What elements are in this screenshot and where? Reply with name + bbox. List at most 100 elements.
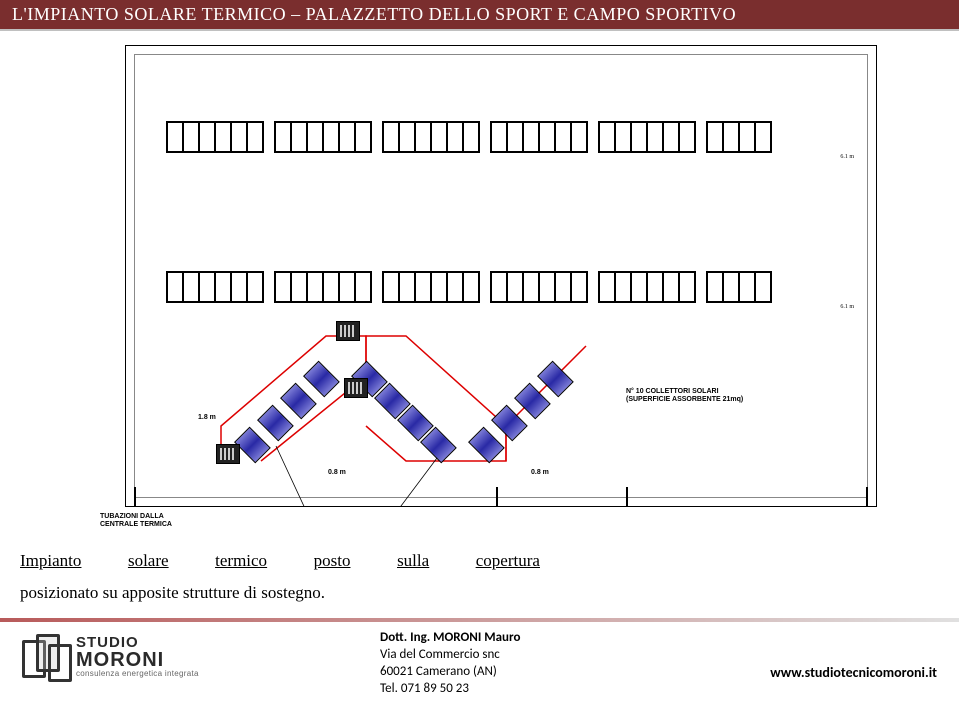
dim-mid1: 0.8 m [328, 469, 346, 477]
panel-cell [400, 123, 416, 151]
panel-cell [308, 273, 324, 301]
panel-cell [432, 273, 448, 301]
panel-cell [616, 273, 632, 301]
panel-cell [184, 273, 200, 301]
panel-group [274, 121, 372, 153]
panel-cell [292, 123, 308, 151]
panel-cell [248, 123, 262, 151]
panel-cell [540, 123, 556, 151]
panel-cell [324, 123, 340, 151]
caption: Impiantosolaretermicopostosullacopertura… [20, 545, 880, 610]
dim-label-bottom: 6.1 m [840, 304, 854, 310]
panel-cell [648, 123, 664, 151]
panel-cell [664, 123, 680, 151]
bottom-note: TUBAZIONI DALLA CENTRALE TERMICA [100, 513, 172, 528]
panel-cell [572, 273, 586, 301]
panel-cell [232, 123, 248, 151]
panel-cell [600, 273, 616, 301]
logo-mark [22, 634, 70, 678]
panel-group [382, 271, 480, 303]
footer-separator [0, 618, 959, 622]
panel-group [490, 121, 588, 153]
caption-line2: posizionato su apposite strutture di sos… [20, 577, 880, 609]
contact-tel: Tel. 071 89 50 23 [380, 681, 520, 698]
dim-label-top: 6.1 m [840, 154, 854, 160]
panel-cell [464, 273, 478, 301]
panel-cell [308, 123, 324, 151]
panel-row [166, 121, 772, 153]
panel-cell [340, 123, 356, 151]
panel-cell [556, 123, 572, 151]
caption-word: termico [215, 545, 267, 577]
panel-group [706, 271, 772, 303]
panel-cell [384, 123, 400, 151]
panel-cell [740, 123, 756, 151]
panel-cell [416, 123, 432, 151]
dim-left: 1.8 m [198, 414, 216, 422]
panel-group [166, 271, 264, 303]
panel-group [706, 121, 772, 153]
panel-cell [708, 273, 724, 301]
website: www.studiotecnicomoroni.it [770, 664, 937, 681]
panel-cell [492, 273, 508, 301]
panel-cell [384, 273, 400, 301]
panel-cell [292, 273, 308, 301]
panel-cell [184, 123, 200, 151]
logo-tagline: consulenza energetica integrata [76, 669, 199, 678]
caption-word: solare [128, 545, 169, 577]
connector-box [336, 321, 360, 341]
panel-group [274, 271, 372, 303]
technical-drawing: 6.1 m 6.1 m N° 10 COLLETTORI SOLARI (SUP… [125, 45, 877, 507]
caption-word: Impianto [20, 545, 81, 577]
caption-word: posto [314, 545, 351, 577]
panel-cell [740, 273, 756, 301]
panel-cell [756, 123, 770, 151]
logo-line2: MORONI [76, 651, 199, 669]
panel-cell [664, 273, 680, 301]
panel-cell [540, 273, 556, 301]
panel-cell [400, 273, 416, 301]
panel-group [382, 121, 480, 153]
panel-cell [756, 273, 770, 301]
panel-group [598, 271, 696, 303]
header-bar: L'IMPIANTO SOLARE TERMICO – PALAZZETTO D… [0, 0, 959, 31]
connector-box [344, 378, 368, 398]
panel-cell [168, 273, 184, 301]
panel-cell [556, 273, 572, 301]
logo: STUDIO MORONI consulenza energetica inte… [22, 634, 199, 678]
connector-box [216, 444, 240, 464]
caption-word: copertura [476, 545, 540, 577]
footer: STUDIO MORONI consulenza energetica inte… [0, 624, 959, 704]
panel-cell [524, 273, 540, 301]
panel-cell [276, 123, 292, 151]
panel-cell [448, 273, 464, 301]
panel-cell [200, 123, 216, 151]
panel-cell [680, 123, 694, 151]
panel-cell [632, 123, 648, 151]
panel-cell [600, 123, 616, 151]
contact-addr2: 60021 Camerano (AN) [380, 664, 520, 681]
panel-group [166, 121, 264, 153]
panel-cell [432, 123, 448, 151]
panel-cell [524, 123, 540, 151]
panel-cell [356, 123, 370, 151]
header-title: L'IMPIANTO SOLARE TERMICO – PALAZZETTO D… [12, 4, 736, 24]
contact-block: Dott. Ing. MORONI Mauro Via del Commerci… [380, 630, 520, 698]
panel-cell [632, 273, 648, 301]
panel-cell [648, 273, 664, 301]
panel-cell [168, 123, 184, 151]
panel-group [490, 271, 588, 303]
contact-addr1: Via del Commercio snc [380, 647, 520, 664]
caption-line1: Impiantosolaretermicopostosullacopertura [20, 545, 540, 577]
panel-group [598, 121, 696, 153]
panel-cell [616, 123, 632, 151]
panel-cell [416, 273, 432, 301]
panel-cell [492, 123, 508, 151]
contact-name: Dott. Ing. MORONI Mauro [380, 630, 520, 647]
panel-cell [356, 273, 370, 301]
panel-cell [276, 273, 292, 301]
panel-cell [464, 123, 478, 151]
panel-cell [232, 273, 248, 301]
panel-cell [724, 273, 740, 301]
collectors-note: N° 10 COLLETTORI SOLARI (SUPERFICIE ASSO… [626, 388, 766, 403]
